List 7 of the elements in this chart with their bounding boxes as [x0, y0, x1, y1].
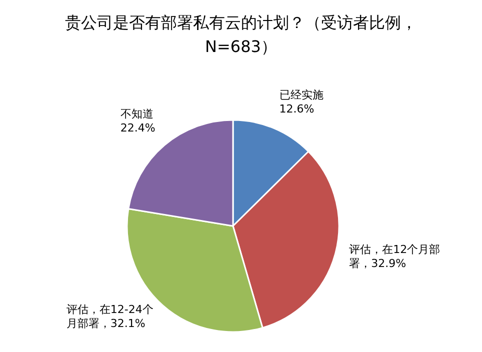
data-label: 22.4%: [120, 122, 156, 135]
slice-label: 已经实施: [279, 88, 324, 102]
chart-title: 贵公司是否有部署私有云的计划？（受访者比例，N=683）: [65, 13, 417, 56]
slice-label: 评估，在12个月部署，32.9%: [349, 243, 440, 270]
data-label: 12.6%: [279, 102, 314, 116]
slice-label: 评估，在12-24个月部署，32.1%: [66, 302, 154, 330]
slice-label: 不知道: [120, 108, 154, 121]
